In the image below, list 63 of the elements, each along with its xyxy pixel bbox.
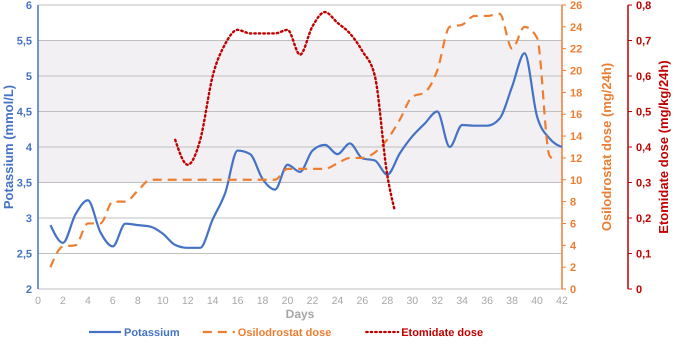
y2-tick-label: 12 (570, 152, 582, 165)
y2-tick-label: 6 (570, 218, 576, 230)
legend-label: Etomidate dose (401, 327, 484, 339)
line-series (174, 10, 396, 212)
y3-tick-label: 0,7 (636, 36, 652, 48)
y2-tick-label: 22 (570, 44, 582, 56)
x-tick-label: 18 (256, 295, 269, 307)
x-tick-label: 0 (35, 295, 42, 307)
y2-axis-title: Osilodrostat dose (mg/24h) (599, 62, 614, 232)
legend-label: Potassium (124, 327, 180, 339)
y3-axis-title: Etomidate dose (mg/kg/24h) (656, 60, 671, 234)
y-axis-title: Potassium (mmol/L) (1, 84, 16, 210)
y3-tick-label: 0,6 (636, 71, 652, 83)
x-tick-label: 8 (134, 295, 141, 307)
x-axis-title: Days (286, 307, 315, 321)
y3-tick-label: 0,1 (636, 248, 652, 260)
y3-tick-label: 0,5 (636, 106, 652, 118)
x-tick-label: 24 (332, 295, 344, 307)
y-tick-label: 3,5 (16, 178, 32, 190)
x-tick-label: 40 (531, 295, 544, 307)
y-tick-label: 5 (26, 71, 32, 83)
x-tick-label: 14 (206, 295, 219, 307)
y-tick-label: 2,5 (16, 248, 32, 260)
x-tick-label: 16 (232, 295, 244, 307)
y-tick-label: 5,5 (16, 36, 32, 48)
x-tick-label: 2 (60, 295, 66, 307)
x-tick-label: 26 (356, 295, 368, 307)
x-tick-label: 34 (456, 295, 468, 307)
y2-tick-label: 10 (570, 174, 582, 187)
y2-tick-label: 0 (570, 284, 576, 296)
y3-tick-label: 0,3 (636, 178, 652, 190)
y2-tick-label: 2 (570, 262, 576, 274)
x-tick-label: 22 (306, 295, 318, 307)
y3-tick-label: 0,2 (636, 213, 652, 225)
legend-label: Osilodrostat dose (238, 327, 332, 339)
y-tick-label: 4,5 (16, 106, 32, 118)
y-tick-label: 2 (26, 284, 32, 296)
x-tick-label: 12 (182, 295, 194, 307)
y2-tick-label: 24 (570, 22, 584, 34)
x-tick-label: 20 (282, 295, 294, 307)
y-tick-label: 4 (26, 142, 33, 154)
y3-tick-label: 0,4 (636, 142, 652, 154)
y2-tick-label: 4 (570, 240, 577, 252)
x-tick-label: 38 (506, 295, 518, 307)
y3-tick-label: 0 (636, 284, 642, 296)
x-tick-label: 10 (156, 295, 169, 307)
x-tick-label: 36 (481, 295, 494, 307)
x-tick-label: 28 (381, 295, 394, 307)
y2-tick-label: 16 (570, 109, 582, 122)
y2-tick-label: 20 (570, 66, 582, 78)
y-tick-label: 3 (26, 213, 32, 225)
x-tick-label: 4 (84, 295, 91, 307)
y2-tick-label: 14 (570, 131, 584, 144)
y2-tick-label: 8 (570, 196, 576, 209)
y-tick-label: 6 (26, 0, 32, 12)
x-tick-label: 30 (406, 295, 418, 307)
x-tick-label: 32 (431, 295, 444, 307)
x-tick-label: 42 (556, 295, 568, 307)
y2-tick-label: 26 (570, 0, 582, 12)
y3-tick-label: 0,8 (636, 0, 652, 12)
x-tick-label: 6 (110, 295, 116, 307)
line-series (49, 52, 564, 249)
y2-tick-label: 18 (570, 87, 582, 100)
